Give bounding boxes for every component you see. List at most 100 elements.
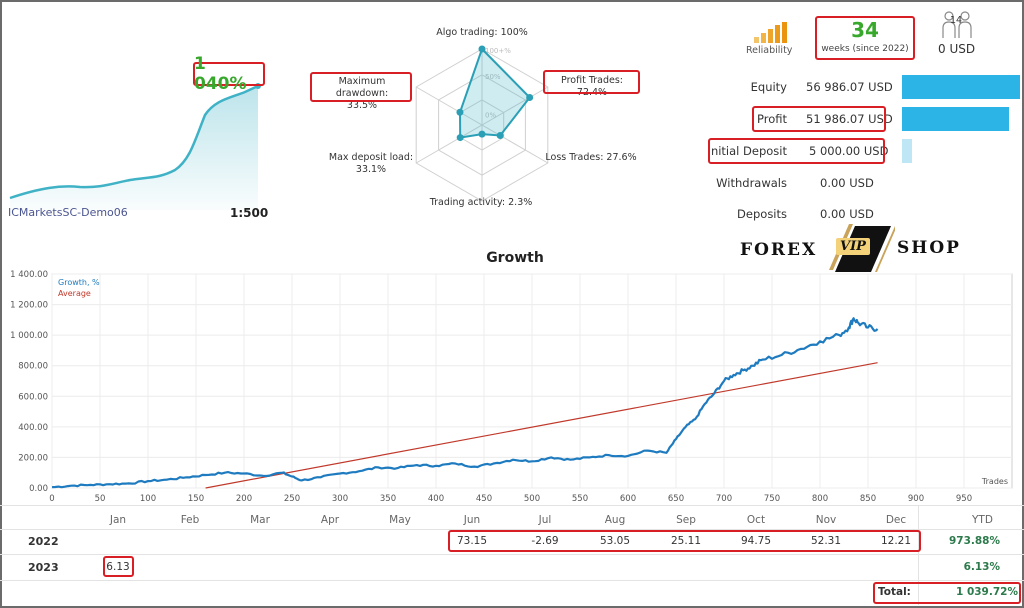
radar-axis <box>481 124 549 164</box>
x-tick-label: 150 <box>188 494 204 504</box>
stat-value-withdrawals: 0.00 USD <box>820 176 874 190</box>
stat-label-withdrawals: Withdrawals <box>716 176 787 190</box>
radar-point-max-drawdown <box>456 108 464 116</box>
radar-chart: 100+% 50% 0% <box>415 45 549 202</box>
subscribers-count: 14 <box>950 15 963 26</box>
radar-ring-label: 0% <box>485 112 496 120</box>
logo-text-vip: VIP <box>836 238 870 255</box>
returns-2023-jan-highlight-box <box>103 556 134 577</box>
subscribers-icon <box>942 11 972 38</box>
month-header-oct: Oct <box>746 514 766 526</box>
total-value: 1 039.72% <box>955 586 1018 598</box>
chart-title: Growth <box>486 250 544 266</box>
profit-bar <box>902 107 1009 131</box>
stat-value-initial-deposit: 5 000.00 USD <box>809 144 889 158</box>
x-axis-label: Trades <box>981 477 1008 486</box>
weeks-highlight-box <box>815 16 915 60</box>
stat-value-equity: 56 986.07 USD <box>806 80 893 94</box>
total-growth-percent: 1 040% <box>194 54 247 94</box>
radar-label-max-drawdown-value: 33.5% <box>346 100 378 111</box>
table-header-divider <box>0 529 1024 530</box>
logo-vip-badge: VIP <box>836 238 870 255</box>
legend-growth: Growth, % <box>58 278 100 287</box>
y-tick-label: 1 400.00 <box>10 270 48 280</box>
x-tick-label: 250 <box>284 494 300 504</box>
x-tick-label: 50 <box>95 494 106 504</box>
reliability-label: Reliability <box>746 45 793 56</box>
total-label: Total: <box>878 586 911 598</box>
radar-label-max-deposit-load: Max deposit load: 33.1% <box>326 152 416 176</box>
x-tick-label: 800 <box>812 494 828 504</box>
radar-point-profit-trades <box>526 93 534 101</box>
logo-text-shop: SHOP <box>897 238 961 258</box>
return-cell-2023-jan: 6.13 <box>106 561 130 573</box>
legend-average: Average <box>58 289 91 298</box>
radar-label-max-drawdown-title: Maximum drawdown: <box>335 76 389 99</box>
radar-value-polygon <box>458 47 532 139</box>
ytd-header: YTD <box>972 514 993 526</box>
x-tick-label: 950 <box>956 494 972 504</box>
y-tick-label: 1 000.00 <box>10 331 48 341</box>
max-drawdown-highlight-box <box>310 72 412 102</box>
x-tick-label: 350 <box>380 494 396 504</box>
return-cell-2022-sep: 25.11 <box>670 535 702 547</box>
return-cell-2022-oct: 94.75 <box>740 535 772 547</box>
total-highlight-box <box>873 582 1021 604</box>
table-row-divider <box>0 554 1024 555</box>
month-header-sep: Sep <box>676 514 696 526</box>
year-2022: 2022 <box>28 535 59 548</box>
month-header-jul: Jul <box>538 514 552 526</box>
y-tick-label: 0.00 <box>29 484 48 494</box>
radar-label-algo-trading: Algo trading: 100% <box>436 27 528 38</box>
ytd-2022: 973.88% <box>948 535 1000 547</box>
weeks-caption: weeks (since 2022) <box>821 44 909 54</box>
x-tick-label: 0 <box>49 494 54 504</box>
ytd-2023: 6.13% <box>963 561 1000 573</box>
month-header-aug: Aug <box>604 514 626 526</box>
y-tick-label: 600.00 <box>18 392 48 402</box>
x-tick-label: 100 <box>140 494 156 504</box>
series-growth-line <box>51 317 879 489</box>
radar-point-loss-trades <box>496 131 504 139</box>
x-tick-label: 300 <box>332 494 348 504</box>
profit-highlight-box <box>752 106 886 132</box>
stat-value-deposits: 0.00 USD <box>820 207 874 221</box>
initial-deposit-highlight-box <box>708 138 885 164</box>
month-header-jan: Jan <box>109 514 127 526</box>
radar-point-algo-trading <box>478 45 486 53</box>
return-cell-2022-aug: 53.05 <box>599 535 631 547</box>
radar-label-max-drawdown: Maximum drawdown: 33.5% <box>312 76 412 112</box>
radar-ring-label: 100+% <box>485 47 511 55</box>
month-header-nov: Nov <box>815 514 837 526</box>
radar-point-trading-activity <box>478 130 486 138</box>
stat-label-equity: Equity <box>750 80 787 94</box>
x-tick-label: 650 <box>668 494 684 504</box>
returns-2022-highlight-box <box>448 530 921 552</box>
x-tick-label: 550 <box>572 494 588 504</box>
y-tick-label: 800.00 <box>18 362 48 372</box>
month-header-feb: Feb <box>180 514 200 526</box>
month-header-may: May <box>389 514 411 526</box>
month-header-jun: Jun <box>463 514 481 526</box>
x-tick-label: 200 <box>236 494 252 504</box>
series-average-line <box>205 362 878 489</box>
stat-value-profit: 51 986.07 USD <box>806 112 893 126</box>
y-tick-label: 200.00 <box>18 453 48 463</box>
x-tick-label: 750 <box>764 494 780 504</box>
x-tick-label: 400 <box>428 494 444 504</box>
profit-trades-highlight-box <box>543 70 640 94</box>
month-header-dec: Dec <box>885 514 907 526</box>
weeks-count: 34 <box>851 18 879 42</box>
logo-text-forex: FOREX <box>740 240 818 260</box>
radar-axis <box>481 86 549 126</box>
radar-axis <box>415 124 483 164</box>
initial-deposit-bar <box>902 139 912 163</box>
stat-label-initial-deposit: Initial Deposit <box>707 144 787 158</box>
x-tick-label: 700 <box>716 494 732 504</box>
return-cell-2022-jul: -2.69 <box>531 535 559 547</box>
reliability-bars-icon <box>754 22 787 43</box>
server-name[interactable]: ICMarketsSC-Demo06 <box>8 206 128 219</box>
month-header-apr: Apr <box>320 514 340 526</box>
radar-label-max-deposit-load-title: Max deposit load: <box>328 152 414 163</box>
